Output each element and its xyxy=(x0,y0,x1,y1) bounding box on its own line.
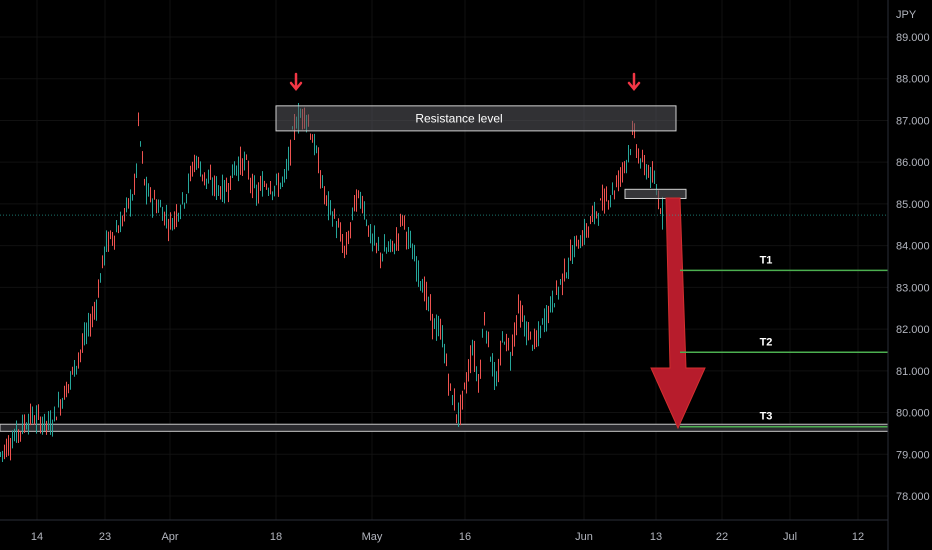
y-tick-label: 84.000 xyxy=(896,241,930,253)
x-tick-label: 23 xyxy=(99,531,111,543)
x-tick-label: 18 xyxy=(270,531,282,543)
y-tick-label: 89.000 xyxy=(896,32,930,44)
y-tick-label: 85.000 xyxy=(896,199,930,211)
x-tick-label: 22 xyxy=(716,531,728,543)
x-tick-label: May xyxy=(362,531,383,543)
price-candles xyxy=(0,103,663,463)
x-tick-label: Jun xyxy=(575,531,593,543)
target-label-t1: T1 xyxy=(760,254,773,266)
down-arrow-icon xyxy=(289,72,303,91)
target-arrow-icon xyxy=(650,197,706,430)
grid xyxy=(0,0,888,520)
entry-zone xyxy=(624,188,687,199)
y-tick-label: 79.000 xyxy=(896,449,930,461)
x-tick-label: 14 xyxy=(31,531,43,543)
zones xyxy=(0,423,889,432)
x-tick-label: 12 xyxy=(852,531,864,543)
currency-label: JPY xyxy=(896,9,917,21)
target-label-t3: T3 xyxy=(760,411,773,423)
x-tick-label: Apr xyxy=(161,531,178,543)
support-zone xyxy=(0,423,889,432)
x-tick-label: 16 xyxy=(459,531,471,543)
y-tick-label: 80.000 xyxy=(896,408,930,420)
y-tick-label: 86.000 xyxy=(896,157,930,169)
down-arrow-icon xyxy=(627,72,641,91)
y-tick-label: 82.000 xyxy=(896,324,930,336)
y-tick-label: 83.000 xyxy=(896,282,930,294)
resistance-zone xyxy=(275,105,677,132)
x-tick-label: 13 xyxy=(650,531,662,543)
y-tick-label: 78.000 xyxy=(896,491,930,503)
resistance-label: Resistance level xyxy=(415,111,502,125)
x-tick-label: Jul xyxy=(783,531,797,543)
y-tick-label: 88.000 xyxy=(896,74,930,86)
price-axis xyxy=(888,0,932,550)
y-tick-label: 87.000 xyxy=(896,115,930,127)
y-tick-label: 81.000 xyxy=(896,366,930,378)
target-label-t2: T2 xyxy=(760,336,773,348)
